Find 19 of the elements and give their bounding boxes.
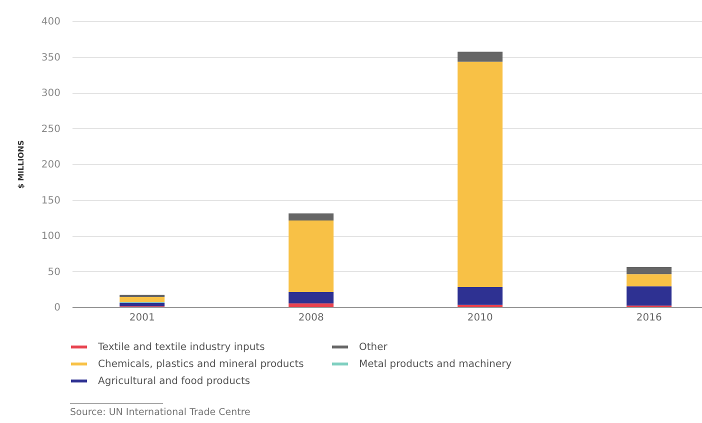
y-tick-label: 350 (41, 52, 60, 64)
legend-label: Metal products and machinery (359, 359, 512, 370)
legend-label: Textile and textile industry inputs (97, 342, 265, 353)
legend-label: Chemicals, plastics and mineral products (98, 359, 304, 370)
x-tick-label: 2016 (636, 312, 662, 324)
x-tick-label: 2001 (129, 312, 155, 324)
y-tick-label: 250 (41, 124, 60, 135)
y-tick-label: 0 (54, 302, 60, 314)
source-note: Source: UN International Trade Centre (70, 407, 250, 418)
x-tick-label: 2008 (298, 312, 324, 324)
legend-label: Agricultural and food products (98, 376, 250, 387)
y-tick-label: 150 (41, 195, 60, 206)
y-tick-label: 400 (41, 16, 60, 28)
x-tick-label: 2010 (467, 312, 493, 324)
y-tick-label: 100 (41, 231, 60, 242)
legend-label: Other (359, 342, 388, 353)
y-tick-label: 200 (41, 160, 60, 170)
y-tick-label: 300 (41, 88, 60, 99)
y-tick-label: 50 (48, 266, 60, 278)
